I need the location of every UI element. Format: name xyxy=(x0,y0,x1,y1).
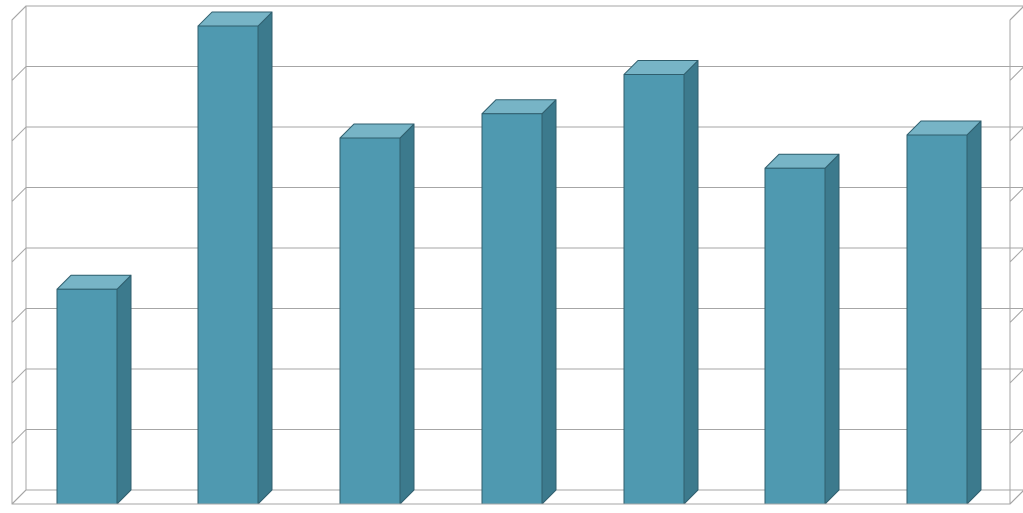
bar xyxy=(907,121,981,504)
bar xyxy=(198,12,272,504)
bar xyxy=(482,100,556,504)
bar-chart-3d xyxy=(0,0,1023,513)
bar xyxy=(57,275,131,504)
bar xyxy=(340,124,414,504)
bar xyxy=(765,154,839,504)
bar xyxy=(624,60,698,504)
